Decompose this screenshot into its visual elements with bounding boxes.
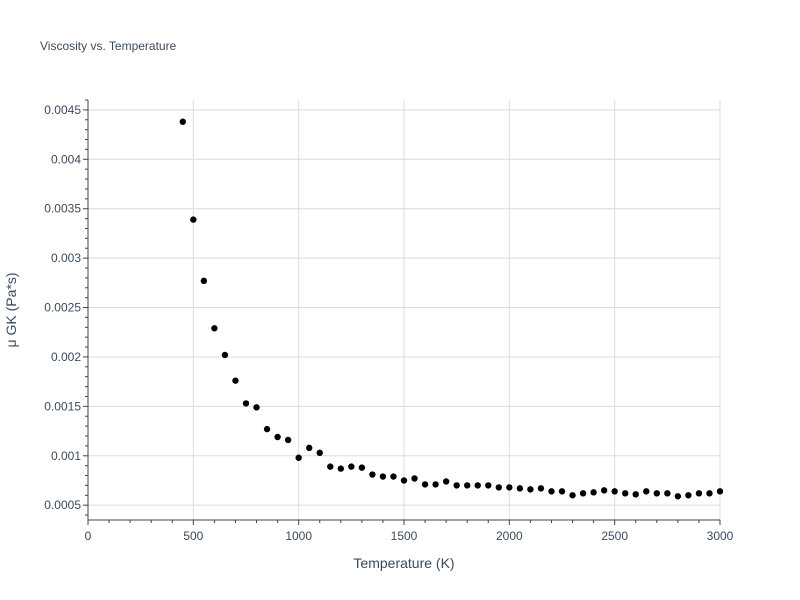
data-point <box>706 490 713 497</box>
data-point <box>327 463 334 470</box>
y-tick-label: 0.0025 <box>44 301 81 315</box>
data-point <box>379 473 387 480</box>
data-point <box>695 490 703 497</box>
data-point <box>274 433 281 441</box>
ticks: 0 500 1000 1500 2000 2500 3000 0.0005 0.001 0.001… <box>44 103 733 543</box>
data-point <box>664 490 671 497</box>
data-point <box>432 481 439 488</box>
x-tick-label: 1000 <box>285 529 312 543</box>
y-tick-label: 0.004 <box>51 152 81 166</box>
data-point <box>421 481 429 488</box>
data-point <box>590 489 597 496</box>
y-tick-label: 0.002 <box>51 350 81 364</box>
data-point <box>569 492 576 499</box>
data-point <box>495 484 502 491</box>
data-point <box>527 486 534 493</box>
data-point <box>337 465 344 472</box>
data-point <box>369 471 376 478</box>
y-tick-label: 0.0015 <box>44 399 81 413</box>
data-point <box>411 475 418 482</box>
data-point <box>600 487 608 494</box>
data-point <box>211 325 218 332</box>
x-tick-label: 1500 <box>391 529 418 543</box>
y-axis-title: μ GK (Pa*s) <box>3 273 19 348</box>
x-tick-label: 0 <box>85 529 92 543</box>
data-point <box>442 478 450 485</box>
data-point <box>200 277 208 285</box>
data-point <box>558 488 566 495</box>
data-points <box>179 118 724 500</box>
data-point <box>685 492 692 499</box>
x-axis-title: Temperature (K) <box>353 555 454 571</box>
x-tick-label: 3000 <box>707 529 734 543</box>
x-tick-label: 500 <box>183 529 203 543</box>
data-point <box>358 464 366 471</box>
data-point <box>232 377 239 384</box>
data-point <box>390 473 397 480</box>
y-tick-label: 0.0035 <box>44 202 81 216</box>
data-point <box>179 118 186 125</box>
y-tick-label: 0.0045 <box>44 103 81 117</box>
y-tick-label: 0.001 <box>51 449 81 463</box>
data-point <box>716 488 724 495</box>
data-point <box>632 491 639 498</box>
data-point <box>190 216 197 223</box>
y-tick-label: 0.0005 <box>44 498 81 512</box>
data-point <box>653 490 660 497</box>
data-point <box>284 436 292 444</box>
data-point <box>643 488 650 495</box>
data-point <box>453 482 460 489</box>
data-point <box>242 400 250 407</box>
x-tick-label: 2500 <box>601 529 628 543</box>
x-tick-label: 2000 <box>496 529 523 543</box>
data-point <box>474 482 481 489</box>
data-point <box>485 482 492 489</box>
data-point <box>221 351 229 359</box>
data-point <box>295 454 302 461</box>
data-point <box>400 477 408 484</box>
chart-title: Viscosity vs. Temperature <box>40 39 177 53</box>
data-point <box>464 482 471 489</box>
data-point <box>506 484 513 491</box>
axes <box>83 99 721 525</box>
data-point <box>516 485 524 492</box>
y-tick-label: 0.003 <box>51 251 81 265</box>
data-point <box>611 488 618 495</box>
data-point <box>537 485 545 492</box>
data-point <box>306 444 313 452</box>
data-point <box>316 449 323 456</box>
grid <box>88 100 721 520</box>
data-point <box>263 425 271 433</box>
data-point <box>253 404 260 411</box>
data-point <box>674 493 682 500</box>
data-point <box>548 488 555 495</box>
data-point <box>348 463 355 470</box>
data-point <box>579 490 587 497</box>
data-point <box>622 490 629 497</box>
